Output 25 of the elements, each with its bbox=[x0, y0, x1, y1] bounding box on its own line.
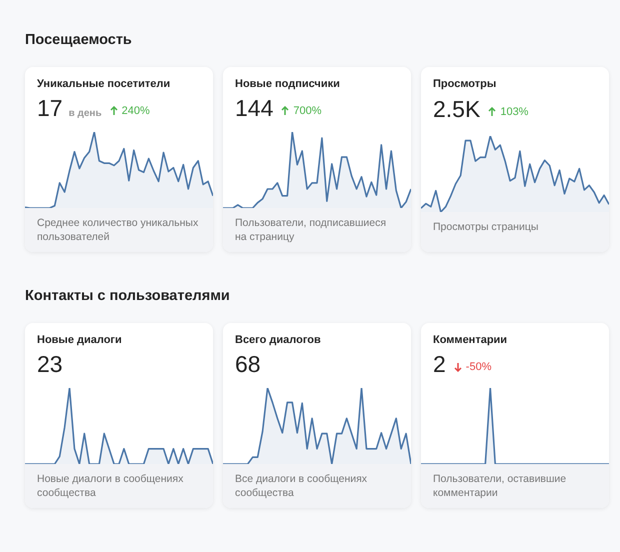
chart-title: Комментарии bbox=[432, 333, 508, 347]
text: 23 bbox=[37, 350, 63, 378]
text: 17 bbox=[37, 94, 63, 122]
text: Контакты с пользователями bbox=[25, 288, 231, 306]
text: 240% bbox=[120, 104, 150, 117]
text: 2.5K bbox=[433, 96, 480, 123]
chart-title: Уникальные посетители bbox=[36, 77, 172, 91]
text: Новые диалоги в сообщениях сообщества bbox=[25, 464, 213, 508]
text: Все диалоги в сообщениях сообщества bbox=[223, 464, 411, 508]
text: Просмотры страницы bbox=[421, 212, 609, 252]
chart-title: Всего диалогов bbox=[234, 333, 322, 347]
text: -50% bbox=[464, 360, 492, 373]
text: Среднее количество уникальных пользователей bbox=[25, 208, 213, 252]
text: 103% bbox=[499, 106, 528, 118]
text: 144 bbox=[235, 94, 274, 122]
text: 68 bbox=[235, 350, 261, 378]
text: Пользователи, подписавшиеся на страницу bbox=[223, 208, 411, 252]
text: 700% bbox=[292, 104, 322, 117]
chart-title: Просмотры bbox=[432, 77, 498, 92]
text: 2 bbox=[433, 350, 446, 378]
text: Посещаемость bbox=[25, 32, 133, 50]
text: в день bbox=[68, 108, 102, 119]
chart-title: Новые диалоги bbox=[36, 333, 123, 347]
chart-title: Новые подписчики bbox=[234, 77, 341, 91]
text: Пользователи, оставившие комментарии bbox=[421, 464, 609, 508]
